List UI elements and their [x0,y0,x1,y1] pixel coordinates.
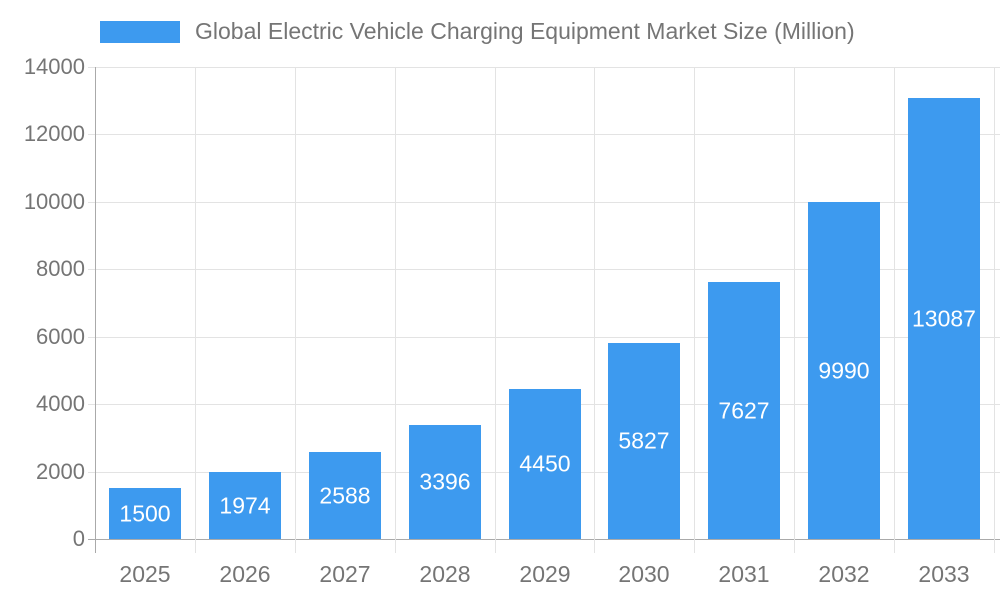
bar-2027[interactable]: 2588 [309,452,381,539]
y-axis-tick-label: 6000 [36,324,85,349]
bar-2028[interactable]: 3396 [409,425,481,539]
bar-2029[interactable]: 4450 [509,389,581,539]
gridline-horizontal [88,202,1000,203]
x-axis-label: 2033 [918,561,970,587]
x-axis-label: 2031 [718,561,770,587]
gridline-vertical [794,67,795,553]
legend-swatch [100,20,180,43]
gridline-vertical [495,67,496,553]
y-axis-line [95,67,96,553]
bar-2025[interactable]: 1500 [109,488,181,539]
gridline-horizontal [88,134,1000,135]
bar-value-label: 9990 [818,357,870,383]
gridline-horizontal [88,269,1000,270]
bar-value-label: 4450 [519,450,571,477]
x-axis-label: 2029 [519,561,571,587]
x-axis-label: 2025 [119,561,171,587]
gridline-vertical [295,67,296,553]
chart-legend[interactable]: Global Electric Vehicle Charging Equipme… [100,19,855,44]
bar-value-label: 13087 [912,305,976,331]
gridline-vertical [894,67,895,553]
gridline-horizontal [88,67,1000,68]
bar-2026[interactable]: 1974 [209,472,281,539]
x-axis-line [88,539,1000,540]
x-axis-label: 2028 [419,561,471,587]
y-axis-tick-label: 10000 [23,189,85,214]
y-axis-tick-label: 8000 [36,256,85,281]
x-axis-label: 2030 [618,561,670,587]
gridline-vertical [694,67,695,553]
bar-value-label: 3396 [419,468,471,495]
gridline-vertical [395,67,396,553]
x-axis-label: 2032 [818,561,870,587]
y-axis-tick-label: 0 [72,526,85,551]
bar-value-label: 5827 [618,427,670,454]
legend-label: Global Electric Vehicle Charging Equipme… [195,18,855,44]
bar-2030[interactable]: 5827 [608,343,680,539]
y-axis-tick-label: 2000 [36,459,85,484]
y-axis-tick-label: 4000 [36,391,85,416]
gridline-vertical [195,67,196,553]
x-axis-label: 2026 [219,561,271,587]
y-axis-tick-label: 14000 [23,54,85,79]
bar-2031[interactable]: 7627 [708,282,780,539]
bar-value-label: 2588 [319,482,371,508]
gridline-vertical [594,67,595,553]
bar-2033[interactable]: 13087 [908,98,980,539]
y-axis-tick-label: 12000 [23,121,85,146]
bar-value-label: 1974 [219,492,271,518]
x-axis-label: 2027 [319,561,371,587]
gridline-horizontal [88,337,1000,338]
gridline-vertical [994,67,995,553]
bar-2032[interactable]: 9990 [808,202,880,539]
bar-value-label: 7627 [718,397,770,423]
bar-value-label: 1500 [119,500,171,526]
